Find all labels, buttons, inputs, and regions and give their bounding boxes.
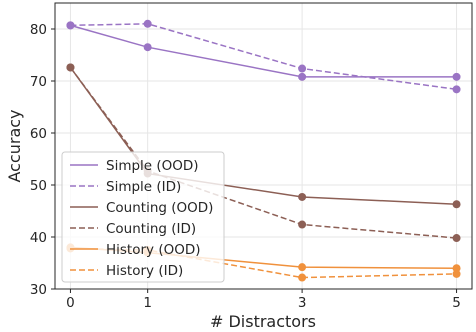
legend-label: History (OOD) [106, 242, 201, 258]
y-tick-label: 50 [30, 178, 47, 194]
y-tick-label: 80 [30, 22, 47, 38]
data-point [298, 64, 307, 73]
data-point [143, 19, 152, 28]
data-point [452, 234, 461, 243]
data-point [298, 192, 307, 201]
y-tick-label: 40 [30, 230, 47, 246]
data-point [298, 220, 307, 229]
x-axis-label: # Distractors [210, 312, 316, 331]
y-tick-label: 30 [30, 282, 47, 298]
legend-label: Simple (ID) [106, 179, 181, 195]
data-point [452, 200, 461, 209]
legend-box [61, 151, 225, 283]
legend-label: Simple (OOD) [106, 158, 199, 174]
data-point [452, 264, 461, 273]
legend: Simple (OOD) Simple (ID) Counting (OOD) Cou… [61, 151, 225, 283]
data-point [298, 263, 307, 272]
y-tick-label: 70 [30, 74, 47, 90]
data-point [452, 269, 461, 278]
series-line-2 [69, 67, 457, 205]
data-point [66, 63, 75, 72]
series-line-3 [69, 67, 457, 239]
legend-label: Counting (OOD) [106, 200, 213, 216]
plot-frame [54, 2, 473, 290]
data-point [298, 72, 307, 81]
legend-label: Counting (ID) [106, 221, 196, 237]
data-point [298, 273, 307, 282]
legend-label: History (ID) [106, 263, 183, 279]
y-axis-label: Accuracy [5, 109, 24, 182]
y-tick-label: 60 [30, 126, 47, 142]
axis-ticks: 30 40 50 60 70 80 0 1 3 5 [30, 22, 461, 311]
data-point [452, 72, 461, 81]
x-tick-label: 1 [143, 295, 152, 311]
x-tick-label: 3 [298, 295, 307, 311]
x-tick-label: 0 [66, 295, 75, 311]
data-point [143, 43, 152, 52]
data-point [66, 21, 75, 30]
data-point [452, 85, 461, 94]
x-tick-label: 5 [452, 295, 461, 311]
series-line-1 [70, 23, 457, 91]
series-line-0 [70, 24, 457, 78]
